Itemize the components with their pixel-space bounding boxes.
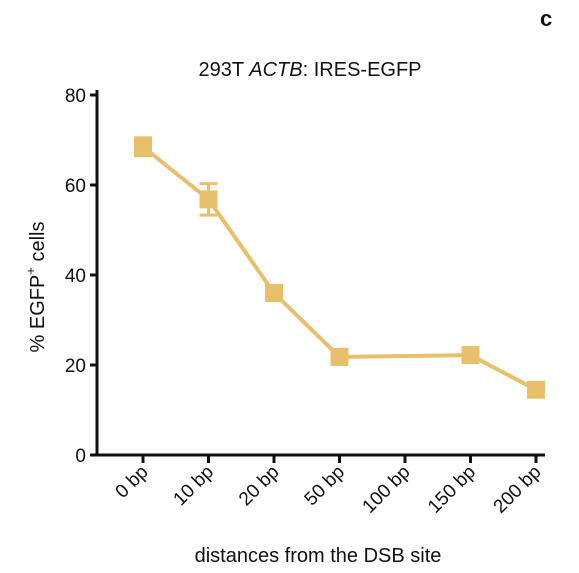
x-axis-label: distances from the DSB site	[195, 545, 442, 567]
y-tick-label: 60	[65, 176, 86, 197]
y-axis-label-suffix: cells	[27, 222, 49, 268]
x-ticks: 0 bp 10 bp 20 bp 50 bp 100 bp 150 bp 200 bp	[112, 455, 546, 518]
panel-letter: c	[540, 6, 552, 31]
x-axis: 0 bp 10 bp 20 bp 50 bp 100 bp 150 bp 200 bp	[97, 453, 546, 518]
y-axis-label-superscript: +	[23, 267, 38, 275]
x-tick-label: 0 bp	[112, 462, 153, 503]
y-tick-label: 40	[65, 266, 86, 287]
chart-title-gene: ACTB	[248, 59, 302, 81]
data-point	[461, 346, 480, 365]
data-point	[134, 137, 152, 156]
chart-title-suffix: : IRES-EGFP	[303, 59, 422, 81]
x-tick-label: 150 bp	[424, 462, 480, 518]
x-tick-label: 100 bp	[359, 462, 415, 518]
x-tick-label: 10 bp	[170, 462, 218, 510]
y-axis-label: % EGFP+ cells	[23, 222, 49, 353]
x-tick-label: 20 bp	[235, 462, 283, 510]
series-line	[141, 145, 537, 392]
y-axis-label-prefix: % EGFP	[27, 275, 49, 353]
y-tick-label: 80	[65, 86, 86, 107]
y-tick-label: 20	[65, 356, 86, 377]
y-ticks: 0 20 40 60 80	[65, 86, 97, 467]
chart-title: 293T ACTB: IRES-EGFP	[198, 59, 421, 81]
y-axis: 0 20 40 60 80	[65, 86, 99, 467]
x-tick-label: 50 bp	[301, 462, 349, 510]
data-point	[265, 284, 283, 302]
data-point	[527, 380, 545, 399]
y-tick-label: 0	[75, 446, 86, 467]
chart-title-prefix: 293T	[198, 59, 249, 81]
data-point	[330, 347, 349, 366]
data-series	[134, 136, 545, 399]
x-tick-label: 200 bp	[490, 462, 546, 518]
data-point	[199, 190, 218, 209]
